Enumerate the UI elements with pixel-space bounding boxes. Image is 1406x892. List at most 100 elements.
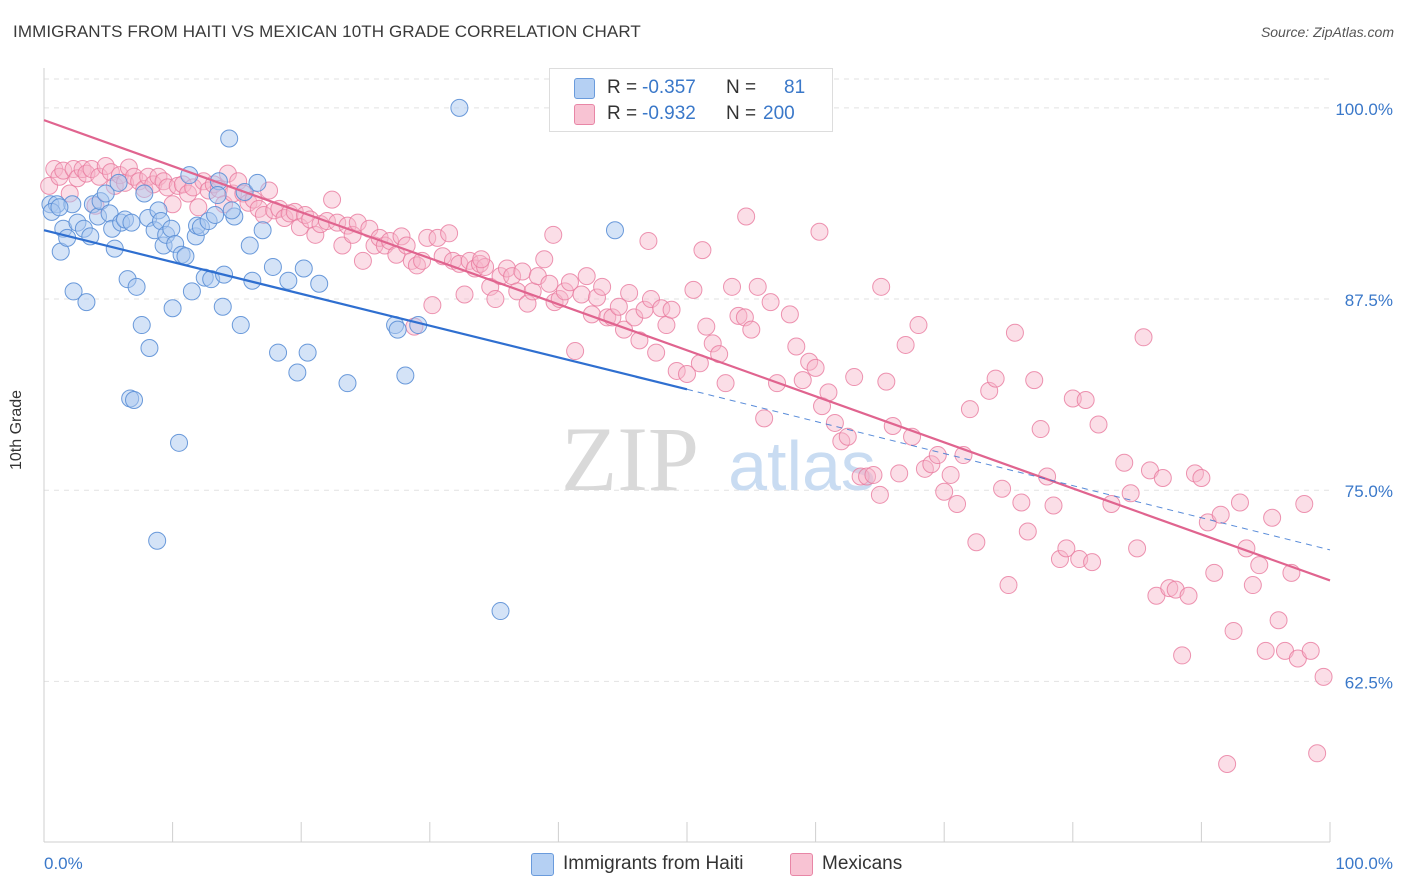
point-mexicans: [693, 241, 712, 260]
point-mexicans: [748, 277, 767, 296]
chart-source: Source: ZipAtlas.com: [1260, 24, 1394, 40]
point-mexicans: [1121, 484, 1140, 503]
legend-n-value: 200: [763, 103, 795, 124]
point-haiti: [135, 184, 154, 203]
point-mexicans: [353, 251, 372, 270]
point-mexicans: [440, 224, 459, 243]
point-mexicans: [1134, 328, 1153, 347]
point-haiti: [176, 247, 195, 266]
point-mexicans: [609, 297, 628, 316]
point-haiti: [64, 282, 83, 301]
point-haiti: [248, 173, 267, 192]
point-mexicans: [742, 320, 761, 339]
point-mexicans: [1115, 453, 1134, 472]
point-mexicans: [935, 482, 954, 501]
trend-line-haiti: [43, 229, 688, 391]
point-haiti: [269, 343, 288, 362]
trend-lines: [43, 119, 1331, 582]
series-mexicans: [40, 157, 1333, 773]
point-mexicans: [1128, 539, 1147, 558]
point-mexicans: [90, 167, 109, 186]
point-mexicans: [270, 199, 289, 218]
legend-label-mexicans: Mexicans: [822, 853, 903, 874]
point-haiti: [338, 374, 357, 393]
series-haiti: [41, 98, 624, 621]
legend-swatch-mexicans: [790, 853, 813, 876]
point-haiti: [109, 173, 128, 192]
point-haiti: [170, 433, 189, 452]
point-haiti: [96, 184, 115, 203]
axes: [43, 68, 1331, 843]
point-mexicans: [189, 198, 208, 217]
y-tick-label: 87.5%: [1345, 291, 1393, 310]
point-mexicans: [832, 432, 851, 451]
point-mexicans: [428, 228, 447, 247]
point-mexicans: [598, 308, 617, 327]
point-mexicans: [455, 285, 474, 304]
point-mexicans: [667, 361, 686, 380]
legend-n-label: N =: [726, 77, 757, 98]
point-haiti: [263, 257, 282, 276]
point-mexicans: [729, 306, 748, 325]
point-mexicans: [1192, 469, 1211, 487]
point-mexicans: [572, 285, 591, 304]
point-haiti: [148, 531, 167, 550]
watermark: ZIP atlas: [561, 408, 876, 510]
point-mexicans: [566, 342, 585, 361]
chart-title: IMMIGRANTS FROM HAITI VS MEXICAN 10TH GR…: [13, 22, 641, 41]
point-mexicans: [1160, 579, 1179, 598]
point-mexicans: [96, 157, 115, 175]
point-mexicans: [1211, 505, 1230, 524]
point-mexicans: [1044, 496, 1063, 515]
point-mexicans: [967, 533, 986, 552]
point-mexicans: [535, 250, 554, 269]
point-mexicans: [1250, 556, 1269, 575]
point-mexicans: [1050, 550, 1069, 569]
point-haiti: [162, 219, 181, 238]
y-axis-label: 10th Grade: [8, 389, 25, 470]
point-haiti: [220, 129, 239, 148]
trend-line-haiti-extension: [686, 388, 1331, 551]
point-mexicans: [716, 374, 735, 393]
point-mexicans: [392, 227, 411, 246]
point-mexicans: [486, 290, 505, 309]
point-haiti: [396, 366, 415, 385]
point-mexicans: [678, 365, 696, 383]
point-mexicans: [587, 288, 606, 307]
point-mexicans: [1256, 641, 1275, 660]
legend-swatch-haiti: [531, 853, 554, 876]
legend-label-haiti: Immigrants from Haiti: [563, 853, 744, 874]
watermark-zip: ZIP: [561, 408, 699, 510]
legend-swatch-haiti: [574, 78, 595, 99]
point-haiti: [182, 282, 201, 301]
point-mexicans: [625, 308, 644, 327]
point-mexicans: [1224, 621, 1243, 640]
point-mexicans: [845, 368, 864, 387]
point-haiti: [140, 339, 159, 357]
point-mexicans: [641, 290, 660, 309]
point-mexicans: [630, 331, 649, 350]
point-mexicans: [1295, 495, 1314, 513]
point-mexicans: [418, 228, 437, 247]
point-mexicans: [1230, 493, 1249, 512]
legend-r-label: R =: [607, 103, 638, 124]
x-tick-label: 0.0%: [44, 854, 83, 873]
point-haiti: [122, 213, 141, 232]
tick-labels: 100.0% 87.5% 75.0% 62.5% 0.0% 100.0%: [44, 100, 1393, 873]
point-mexicans: [1179, 586, 1198, 605]
point-mexicans: [915, 459, 934, 478]
point-haiti: [208, 186, 227, 205]
point-mexicans: [851, 467, 870, 486]
point-mexicans: [787, 337, 806, 356]
point-haiti: [77, 293, 96, 312]
point-mexicans: [922, 455, 941, 474]
point-mexicans: [960, 400, 979, 419]
x-tick-label: 100.0%: [1335, 854, 1393, 873]
point-mexicans: [662, 300, 681, 319]
point-mexicans: [780, 305, 799, 324]
point-mexicans: [703, 334, 722, 353]
point-mexicans: [993, 479, 1012, 498]
point-mexicans: [948, 495, 967, 513]
point-mexicans: [986, 369, 1005, 388]
